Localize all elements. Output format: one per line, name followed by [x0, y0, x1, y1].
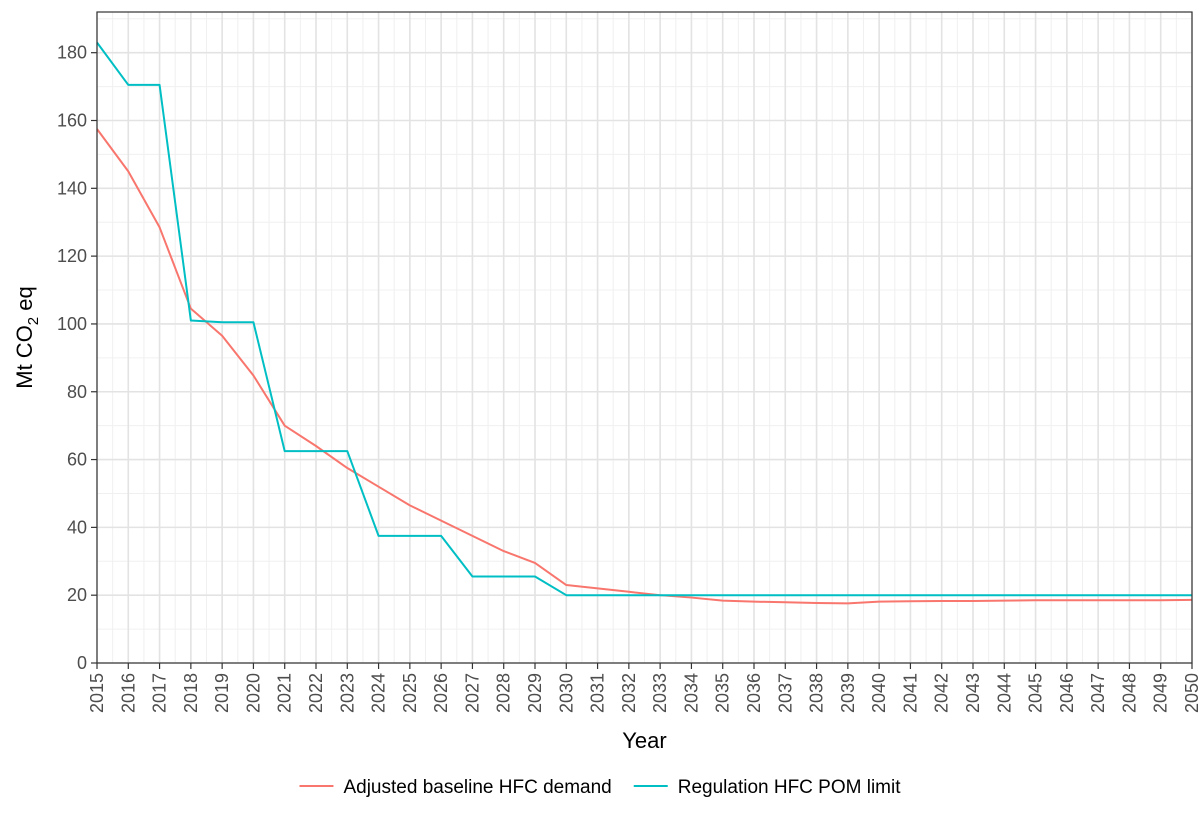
series-line-2: [96, 41, 1192, 597]
x-tick-label: 2032: [619, 673, 639, 713]
x-tick-label: 2040: [869, 673, 889, 713]
x-tick-label: 2026: [431, 673, 451, 713]
x-tick-label: 2017: [150, 673, 170, 713]
y-tick-label: 160: [57, 111, 87, 131]
y-tick-label: 120: [57, 246, 87, 266]
series-lines: [96, 41, 1193, 605]
x-tick-label: 2034: [681, 673, 701, 713]
x-tick-label: 2030: [556, 673, 576, 713]
y-axis-title-main: Mt CO: [12, 325, 37, 389]
y-tick-label: 40: [67, 517, 87, 537]
legend-label-1: Adjusted baseline HFC demand: [343, 777, 611, 798]
plot-border: [96, 11, 1193, 664]
x-tick-label: 2036: [744, 673, 764, 713]
x-tick-label: 2046: [1057, 673, 1077, 713]
y-axis-title-tail: eq: [12, 286, 37, 317]
x-tick-label: 2047: [1088, 673, 1108, 713]
y-axis-title-subscript: 2: [25, 317, 42, 325]
x-tick-label: 2028: [494, 673, 514, 713]
x-tick-label: 2041: [900, 673, 920, 713]
legend: Adjusted baseline HFC demand Regulation H…: [299, 777, 901, 798]
x-tick-label: 2039: [838, 673, 858, 713]
x-tick-label: 2050: [1182, 673, 1202, 713]
x-tick-label: 2044: [994, 673, 1014, 713]
x-tick-label: 2045: [1026, 673, 1046, 713]
x-tick-label: 2049: [1151, 673, 1171, 713]
y-tick-label: 80: [67, 382, 87, 402]
y-tick-label: 20: [67, 585, 87, 605]
x-tick-label: 2021: [275, 673, 295, 713]
series-line-1: [96, 128, 1193, 605]
x-tick-label: 2033: [650, 673, 670, 713]
x-tick-label: 2031: [588, 673, 608, 713]
major-gridlines: [96, 12, 1193, 664]
x-tick-label: 2018: [181, 673, 201, 713]
x-tick-label: 2048: [1119, 673, 1139, 713]
x-tick-label: 2016: [118, 673, 138, 713]
x-tick-label: 2035: [713, 673, 733, 713]
x-tick-label: 2020: [243, 673, 263, 713]
y-tick-label: 100: [57, 314, 87, 334]
x-tick-label: 2029: [525, 673, 545, 713]
legend-label-2: Regulation HFC POM limit: [678, 777, 901, 798]
x-tick-label: 2025: [400, 673, 420, 713]
x-tick-label: 2022: [306, 673, 326, 713]
y-axis-title: Mt CO2 eq: [12, 286, 42, 389]
x-tick-label: 2043: [963, 673, 983, 713]
x-tick-label: 2024: [369, 673, 389, 713]
y-tick-label: 60: [67, 450, 87, 470]
x-tick-label: 2037: [775, 673, 795, 713]
y-tick-label: 140: [57, 178, 87, 198]
x-tick-label: 2027: [462, 673, 482, 713]
x-tick-label: 2038: [807, 673, 827, 713]
x-tick-label: 2042: [932, 673, 952, 713]
y-axis: 0 20 40 60 80 100 120 140 160 180: [57, 43, 97, 673]
x-tick-label: 2019: [212, 673, 232, 713]
minor-gridlines: [97, 12, 1192, 663]
x-tick-label: 2023: [337, 673, 357, 713]
y-tick-label: 0: [77, 653, 87, 673]
x-axis-title: Year: [622, 728, 666, 753]
x-axis: 2015 2016 2017 2018 2019 2020 2021 2022 2023 2024…: [87, 663, 1202, 713]
y-tick-label: 180: [57, 43, 87, 63]
x-tick-label: 2015: [87, 673, 107, 713]
